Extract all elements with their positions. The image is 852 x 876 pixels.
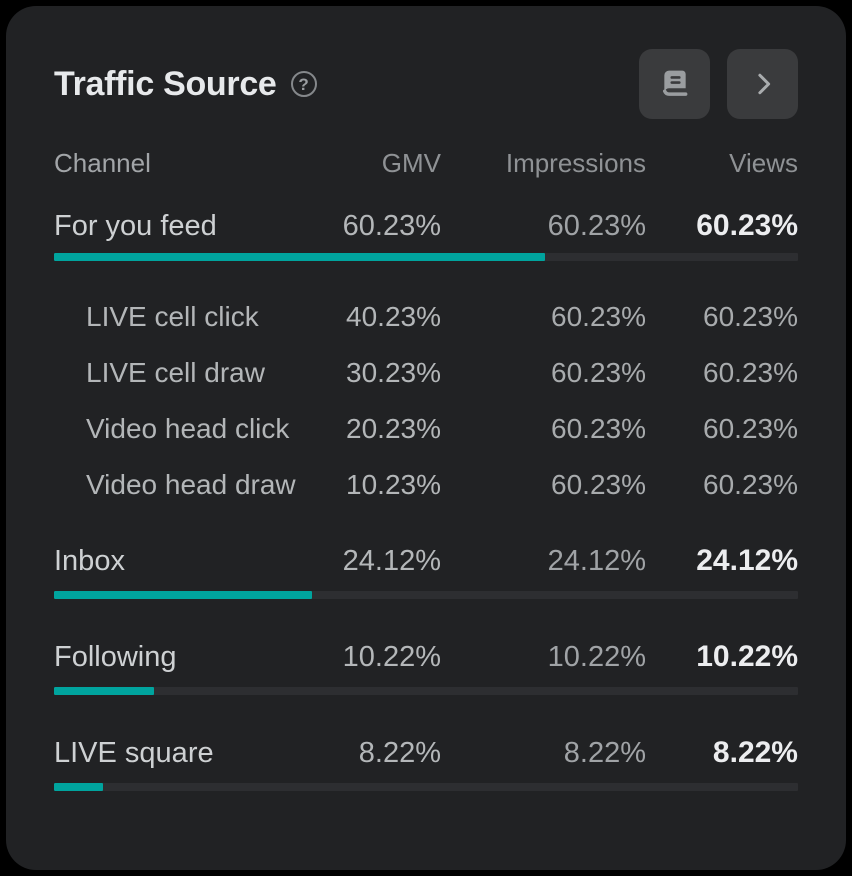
row-views: 8.22% xyxy=(712,736,798,769)
expand-button[interactable] xyxy=(727,49,798,119)
table-row-for-you-feed: For you feed 60.23% 60.23% 60.23% xyxy=(54,206,798,246)
progress-bar-fill xyxy=(54,687,154,695)
row-views: 10.22% xyxy=(696,640,798,673)
column-header-gmv: GMV xyxy=(381,147,441,178)
column-header-views: Views xyxy=(729,147,798,178)
row-impressions: 60.23% xyxy=(551,301,646,332)
progress-bar-fill xyxy=(54,591,313,599)
row-gmv: 24.12% xyxy=(342,544,441,577)
row-impressions: 60.23% xyxy=(551,469,646,500)
table-row-live-cell-click: LIVE cell click 40.23% 60.23% 60.23% xyxy=(54,289,798,345)
row-gmv: 40.23% xyxy=(346,301,441,332)
traffic-source-card: Traffic Source ? xyxy=(6,6,846,870)
row-views: 60.23% xyxy=(703,469,798,500)
row-label: LIVE cell click xyxy=(86,301,259,332)
row-impressions: 24.12% xyxy=(547,544,646,577)
row-views: 60.23% xyxy=(703,301,798,332)
row-gmv: 8.22% xyxy=(358,736,441,769)
row-gmv: 10.22% xyxy=(342,640,441,673)
help-icon[interactable]: ? xyxy=(290,71,317,97)
row-impressions: 60.23% xyxy=(551,357,646,388)
row-views: 24.12% xyxy=(696,544,798,577)
sub-rows: LIVE cell click 40.23% 60.23% 60.23% LIV… xyxy=(54,289,798,513)
row-label: Video head click xyxy=(86,413,290,444)
table-row-live-cell-draw: LIVE cell draw 30.23% 60.23% 60.23% xyxy=(54,345,798,401)
chevron-right-icon xyxy=(748,69,778,99)
progress-bar-track xyxy=(54,253,798,261)
row-gmv: 30.23% xyxy=(346,357,441,388)
table-row-live-square: LIVE square 8.22% 8.22% 8.22% xyxy=(54,733,798,773)
row-views: 60.23% xyxy=(703,413,798,444)
progress-bar-track xyxy=(54,687,798,695)
row-label: LIVE square xyxy=(54,736,214,769)
table-row-inbox: Inbox 24.12% 24.12% 24.12% xyxy=(54,541,798,581)
row-label: LIVE cell draw xyxy=(86,357,265,388)
ledger-book-icon xyxy=(659,68,691,100)
row-impressions: 8.22% xyxy=(563,736,646,769)
row-gmv: 20.23% xyxy=(346,413,441,444)
row-label: Following xyxy=(54,640,177,673)
column-header-impressions: Impressions xyxy=(505,147,646,178)
table-row-video-head-draw: Video head draw 10.23% 60.23% 60.23% xyxy=(54,457,798,513)
details-button[interactable] xyxy=(639,49,710,119)
header-actions xyxy=(639,49,798,119)
table-row-following: Following 10.22% 10.22% 10.22% xyxy=(54,637,798,677)
table-header: Channel GMV Impressions Views xyxy=(54,143,798,183)
title-wrap: Traffic Source ? xyxy=(54,65,317,104)
row-views: 60.23% xyxy=(696,209,798,242)
row-impressions: 10.22% xyxy=(547,640,646,673)
row-label: Video head draw xyxy=(86,469,296,500)
card-header: Traffic Source ? xyxy=(54,48,798,120)
row-gmv: 60.23% xyxy=(342,209,441,242)
row-gmv: 10.23% xyxy=(346,469,441,500)
row-label: Inbox xyxy=(54,544,125,577)
progress-bar-track xyxy=(54,591,798,599)
column-header-channel: Channel xyxy=(54,147,151,178)
page-title: Traffic Source xyxy=(54,64,277,103)
row-label: For you feed xyxy=(54,209,217,242)
progress-bar-fill xyxy=(54,253,546,261)
row-impressions: 60.23% xyxy=(551,413,646,444)
progress-bar-track xyxy=(54,783,798,791)
row-views: 60.23% xyxy=(703,357,798,388)
row-impressions: 60.23% xyxy=(547,209,646,242)
progress-bar-fill xyxy=(54,783,104,791)
table-row-video-head-click: Video head click 20.23% 60.23% 60.23% xyxy=(54,401,798,457)
